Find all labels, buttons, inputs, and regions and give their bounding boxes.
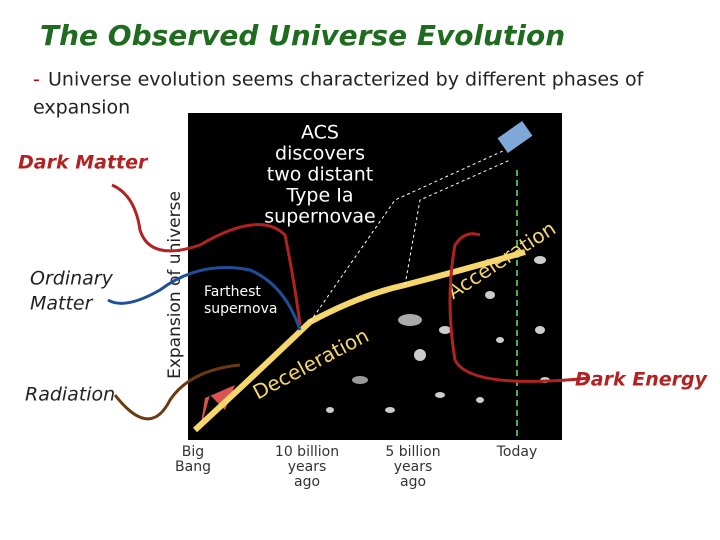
galaxy [435,392,445,398]
bullet-line: expansion [33,97,130,119]
time-label-line: ago [400,474,426,490]
callout-line: discovers [275,143,365,165]
dark-matter-label: Dark Matter [18,152,149,174]
galaxy [352,376,368,384]
big-bang [200,385,235,430]
bullet-text: Universe evolution seems characterized b… [33,69,645,119]
dark-matter-curve [111,183,302,326]
y-axis-label: Expansion of universe [165,191,185,379]
radiation-curve [113,363,241,421]
time-label-line: years [288,459,327,475]
galaxy [496,337,504,343]
ordinary-matter-line: Matter [30,293,94,315]
dark-energy-curve [448,232,591,383]
time-label-line: years [394,459,433,475]
time-label-line: 5 billion [385,444,440,460]
galaxy [398,314,422,326]
callout-line: supernovae [264,206,375,228]
dark-energy-label: Dark Energy [575,369,709,391]
light-paths [309,149,511,323]
ordinary-matter-label: Ordinary Matter [30,268,114,315]
galaxy [485,291,495,299]
telescope [497,121,533,153]
time-label-line: Big [182,444,204,460]
time-label-line: ago [294,474,320,490]
callout-line: Type Ia [286,185,354,207]
galaxies [326,256,550,413]
callout-line: ACS [301,122,339,144]
farthest-line: Farthest [204,284,261,300]
galaxy [439,326,451,334]
expansion-curve [192,249,526,433]
time-label-line: Bang [175,459,211,475]
ordinary-matter-curve [107,266,302,331]
galaxy [476,397,484,403]
bullet-marker: - [33,69,40,91]
galaxy [414,349,426,361]
galaxy [534,256,546,264]
time-label-line: Today [496,444,538,460]
galaxy [385,407,395,413]
time-label-line: 10 billion [275,444,339,460]
slide-title: The Observed Universe Evolution [40,19,565,52]
galaxy [535,326,545,334]
radiation-label: Radiation [25,384,115,406]
galaxy [326,407,334,413]
bullet-line: Universe evolution seems characterized b… [48,69,645,91]
figure-background [188,113,562,440]
farthest-line: supernova [204,301,277,317]
ordinary-matter-line: Ordinary [30,268,114,290]
callout-line: two distant [267,164,373,186]
